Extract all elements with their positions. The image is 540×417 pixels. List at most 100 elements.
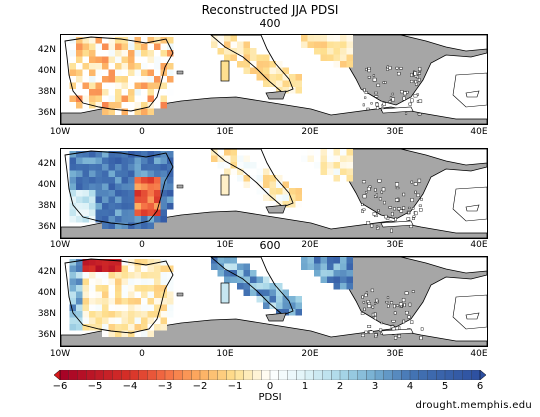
colorbar-cell: [138, 370, 148, 380]
lat-label: 40N: [37, 66, 56, 76]
pdsi-cell: [76, 272, 83, 279]
pdsi-cell: [134, 317, 141, 324]
pdsi-cell: [108, 82, 115, 89]
colorbar-cell: [121, 370, 131, 380]
pdsi-colorbar: [54, 370, 486, 380]
pdsi-cell: [237, 270, 244, 277]
pdsi-cell: [307, 35, 314, 42]
pdsi-cell: [276, 80, 283, 87]
pdsi-cell: [115, 259, 122, 266]
pdsi-cell: [301, 155, 308, 162]
pdsi-cell: [128, 330, 135, 337]
pdsi-cell: [89, 265, 96, 272]
pdsi-cell: [160, 216, 167, 223]
colorbar-tick: −5: [87, 381, 103, 392]
pdsi-cell: [121, 82, 128, 89]
pdsi-cell: [128, 317, 135, 324]
pdsi-cell: [108, 222, 115, 229]
lon-label: 20E: [301, 127, 319, 137]
pdsi-cell: [115, 102, 122, 109]
aegean-island: [367, 76, 371, 79]
lon-label: 0: [139, 240, 145, 250]
aegean-island: [410, 320, 414, 324]
aegean-island: [419, 208, 423, 212]
pdsi-cell: [333, 41, 340, 48]
aegean-island: [416, 193, 420, 197]
pdsi-cell: [128, 291, 135, 298]
pdsi-cell: [154, 37, 161, 44]
pdsi-cell: [224, 263, 231, 270]
pdsi-cell: [141, 63, 148, 70]
pdsi-cell: [69, 183, 76, 190]
aegean-island: [402, 192, 406, 197]
lat-label: 36N: [37, 222, 56, 232]
pdsi-cell: [69, 69, 76, 76]
aegean-island: [383, 200, 386, 205]
aegean-island: [414, 211, 418, 216]
aegean-island: [388, 100, 392, 103]
cyprus-island: [465, 312, 480, 320]
pdsi-cell: [76, 102, 83, 109]
pdsi-cell: [289, 302, 296, 309]
pdsi-cell: [82, 196, 89, 203]
pdsi-cell: [121, 317, 128, 324]
pdsi-cell: [346, 41, 353, 48]
aegean-island: [413, 71, 417, 76]
pdsi-cell: [121, 108, 128, 115]
iberia-coastline: [64, 36, 174, 112]
cyprus-island: [465, 204, 480, 212]
aegean-island: [387, 304, 390, 308]
pdsi-cell: [276, 67, 283, 74]
pdsi-cell: [340, 257, 347, 264]
colorbar-tick: 2: [336, 381, 344, 392]
pdsi-cell: [76, 265, 83, 272]
map-title: Reconstructed JJA PDSI: [201, 3, 339, 17]
aegean-island: [413, 182, 418, 186]
aegean-island: [367, 186, 371, 191]
pdsi-cell: [115, 330, 122, 337]
pdsi-cell: [256, 175, 263, 182]
aegean-island: [419, 336, 423, 340]
pdsi-cell: [301, 263, 308, 270]
lat-label: 36N: [37, 330, 56, 340]
pdsi-cell: [89, 63, 96, 70]
pdsi-cell: [89, 298, 96, 305]
italy-coastline: [210, 35, 294, 94]
pdsi-cell: [217, 263, 224, 270]
pdsi-cell: [95, 43, 102, 50]
pdsi-cell: [346, 61, 353, 68]
pdsi-cell: [320, 263, 327, 270]
pdsi-cell: [121, 183, 128, 190]
pdsi-cell: [76, 76, 83, 83]
pdsi-cell: [115, 95, 122, 102]
pdsi-cell: [147, 330, 154, 337]
pdsi-cell: [320, 276, 327, 283]
pdsi-cell: [167, 63, 174, 70]
pdsi-cell: [115, 82, 122, 89]
pdsi-cell: [295, 87, 302, 94]
iberia-coastline: [64, 150, 174, 226]
pdsi-cell: [154, 102, 161, 109]
pdsi-cell: [121, 209, 128, 216]
pdsi-cell: [76, 259, 83, 266]
pdsi-cell: [76, 43, 83, 50]
pdsi-cell: [276, 296, 283, 303]
pdsi-cell: [217, 48, 224, 55]
pdsi-cell: [115, 76, 122, 83]
pdsi-cell: [314, 257, 321, 264]
pdsi-cell: [346, 283, 353, 290]
pdsi-cell: [333, 283, 340, 290]
pdsi-cell: [340, 276, 347, 283]
pdsi-cell: [115, 157, 122, 164]
pdsi-cell: [69, 317, 76, 324]
pdsi-cell: [134, 183, 141, 190]
aegean-island: [406, 217, 411, 221]
aegean-island: [400, 90, 404, 94]
pdsi-cell: [115, 108, 122, 115]
pdsi-cell: [102, 291, 109, 298]
pdsi-cell: [134, 102, 141, 109]
pdsi-cell: [108, 170, 115, 177]
balearic-island: [176, 184, 184, 189]
pdsi-cell: [141, 278, 148, 285]
pdsi-cell: [167, 50, 174, 57]
